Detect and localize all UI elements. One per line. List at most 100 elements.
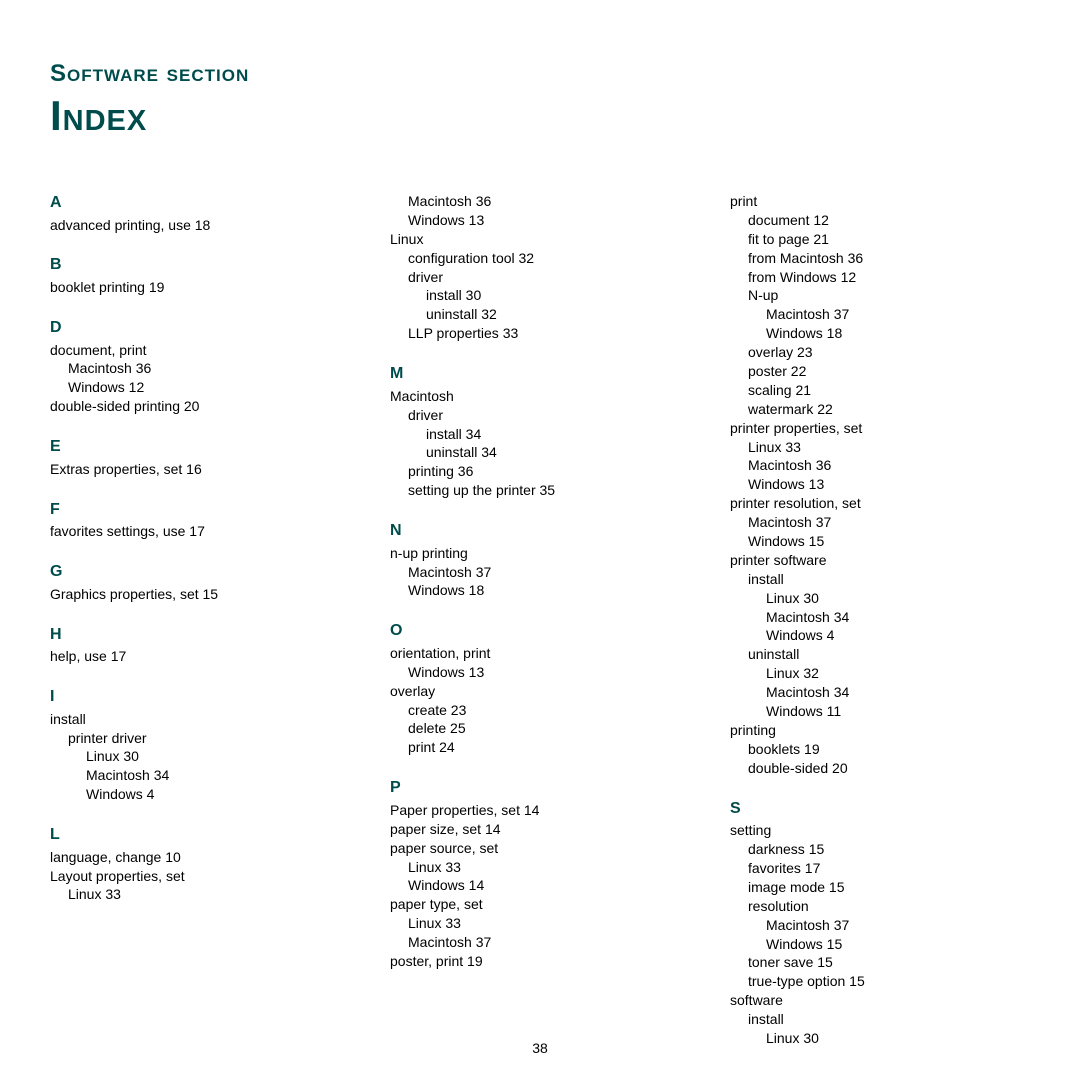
index-entry: booklet printing 19 <box>50 278 350 297</box>
index-column: Macintosh 36 Windows 13 Linuxconfiguration… <box>390 192 690 1048</box>
index-entry: printer resolution, set <box>730 494 1030 513</box>
index-entry: Linux 30 <box>730 589 1030 608</box>
index-entry: from Macintosh 36 <box>730 249 1030 268</box>
index-letter: B <box>50 254 350 276</box>
index-entry: Windows 12 <box>50 378 350 397</box>
index-entry: favorites 17 <box>730 859 1030 878</box>
index-entry: scaling 21 <box>730 381 1030 400</box>
index-entry: print <box>730 192 1030 211</box>
index-entry: Macintosh 37 <box>390 933 690 952</box>
index-entry: paper size, set 14 <box>390 820 690 839</box>
index-header: Index <box>50 92 1030 140</box>
index-entry: Extras properties, set 16 <box>50 460 350 479</box>
index-entry: Linux 33 <box>390 914 690 933</box>
index-entry: Macintosh <box>390 387 690 406</box>
index-entry: uninstall <box>730 645 1030 664</box>
index-letter: H <box>50 624 350 646</box>
index-entry: favorites settings, use 17 <box>50 522 350 541</box>
index-entry: setting <box>730 821 1030 840</box>
index-entry: orientation, print <box>390 644 690 663</box>
index-entry: document, print <box>50 341 350 360</box>
index-entry: Graphics properties, set 15 <box>50 585 350 604</box>
index-entry: Linux 32 <box>730 664 1030 683</box>
index-entry: driver <box>390 406 690 425</box>
index-entry: Macintosh 34 <box>730 683 1030 702</box>
index-letter: N <box>390 520 690 542</box>
index-entry: language, change 10 <box>50 848 350 867</box>
index-entry: Windows 13 <box>390 663 690 682</box>
index-letter: F <box>50 499 350 521</box>
index-entry: install <box>730 570 1030 589</box>
index-letter: G <box>50 561 350 583</box>
index-entry: Macintosh 34 <box>730 608 1030 627</box>
index-letter: S <box>730 798 1030 820</box>
index-entry: poster 22 <box>730 362 1030 381</box>
index-entry: Windows 4 <box>730 626 1030 645</box>
index-entry: help, use 17 <box>50 647 350 666</box>
index-columns: Aadvanced printing, use 18 Bbooklet print… <box>50 192 1030 1048</box>
index-entry: printer properties, set <box>730 419 1030 438</box>
index-entry: Windows 4 <box>50 785 350 804</box>
index-entry: uninstall 32 <box>390 305 690 324</box>
index-entry: overlay 23 <box>730 343 1030 362</box>
index-entry: true-type option 15 <box>730 972 1030 991</box>
index-entry: Macintosh 36 <box>390 192 690 211</box>
index-letter: A <box>50 192 350 214</box>
index-letter: M <box>390 363 690 385</box>
index-entry: Windows 15 <box>730 935 1030 954</box>
index-entry: from Windows 12 <box>730 268 1030 287</box>
index-entry: Macintosh 37 <box>390 563 690 582</box>
index-entry: resolution <box>730 897 1030 916</box>
index-entry: printer software <box>730 551 1030 570</box>
index-entry: Linux 33 <box>50 885 350 904</box>
index-entry: configuration tool 32 <box>390 249 690 268</box>
index-entry: Linux 30 <box>730 1029 1030 1048</box>
index-entry: n-up printing <box>390 544 690 563</box>
index-entry: fit to page 21 <box>730 230 1030 249</box>
index-column: printdocument 12fit to page 21from Macin… <box>730 192 1030 1048</box>
index-entry: overlay <box>390 682 690 701</box>
index-column: Aadvanced printing, use 18 Bbooklet print… <box>50 192 350 1048</box>
index-entry: document 12 <box>730 211 1030 230</box>
index-letter: E <box>50 436 350 458</box>
index-entry: Windows 11 <box>730 702 1030 721</box>
index-entry: Linux <box>390 230 690 249</box>
index-entry: double-sided 20 <box>730 759 1030 778</box>
index-entry: image mode 15 <box>730 878 1030 897</box>
index-entry: Windows 18 <box>730 324 1030 343</box>
index-entry: Linux 33 <box>730 438 1030 457</box>
index-entry: double-sided printing 20 <box>50 397 350 416</box>
index-entry: watermark 22 <box>730 400 1030 419</box>
index-entry: LLP properties 33 <box>390 324 690 343</box>
index-entry: Macintosh 37 <box>730 513 1030 532</box>
index-entry: install <box>50 710 350 729</box>
index-entry: install <box>730 1010 1030 1029</box>
index-entry: print 24 <box>390 738 690 757</box>
index-entry: Layout properties, set <box>50 867 350 886</box>
index-entry: uninstall 34 <box>390 443 690 462</box>
index-entry: driver <box>390 268 690 287</box>
index-entry: software <box>730 991 1030 1010</box>
index-entry: Linux 30 <box>50 747 350 766</box>
index-letter: O <box>390 620 690 642</box>
index-entry: delete 25 <box>390 719 690 738</box>
index-entry: booklets 19 <box>730 740 1030 759</box>
index-entry: printing <box>730 721 1030 740</box>
index-entry: Windows 15 <box>730 532 1030 551</box>
index-entry: darkness 15 <box>730 840 1030 859</box>
index-entry: Macintosh 37 <box>730 305 1030 324</box>
index-entry: toner save 15 <box>730 953 1030 972</box>
index-entry: setting up the printer 35 <box>390 481 690 500</box>
page-number: 38 <box>532 1040 548 1056</box>
index-entry: N-up <box>730 286 1030 305</box>
index-letter: L <box>50 824 350 846</box>
index-letter: I <box>50 686 350 708</box>
index-entry: Macintosh 37 <box>730 916 1030 935</box>
index-entry: poster, print 19 <box>390 952 690 971</box>
section-header: Software section <box>50 60 1030 88</box>
index-entry: advanced printing, use 18 <box>50 216 350 235</box>
index-entry: Macintosh 36 <box>730 456 1030 475</box>
index-entry: paper source, set <box>390 839 690 858</box>
index-entry: Windows 18 <box>390 581 690 600</box>
index-entry: Paper properties, set 14 <box>390 801 690 820</box>
